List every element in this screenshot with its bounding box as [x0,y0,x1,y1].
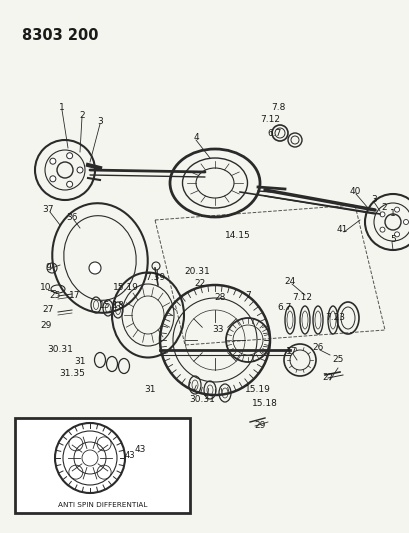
Text: 25: 25 [49,292,61,301]
Text: 15.18: 15.18 [252,399,277,408]
Text: 8303 200: 8303 200 [22,28,98,43]
Text: 30.31: 30.31 [189,395,214,405]
Text: 37: 37 [42,206,54,214]
Text: 25: 25 [332,356,343,365]
Text: 5: 5 [389,236,395,245]
Text: 6.7: 6.7 [267,128,281,138]
Circle shape [67,181,72,187]
Text: 14.15: 14.15 [225,230,250,239]
Text: 20.31: 20.31 [184,268,209,277]
Text: 27: 27 [42,305,54,314]
Text: 2: 2 [380,203,386,212]
Text: 15.19: 15.19 [245,385,270,394]
Circle shape [67,153,72,159]
Text: 33: 33 [212,326,223,335]
Text: 41: 41 [335,225,347,235]
Text: 7: 7 [245,290,250,300]
Text: 15.19: 15.19 [113,284,139,293]
Text: 9: 9 [45,263,51,272]
Text: 1: 1 [59,103,65,112]
Text: 29: 29 [40,320,52,329]
Text: 31: 31 [74,358,85,367]
Text: ANTI SPIN DIFFERENTIAL: ANTI SPIN DIFFERENTIAL [58,502,147,508]
Text: 17: 17 [69,290,81,300]
Text: 6.7: 6.7 [277,303,292,312]
Circle shape [77,167,83,173]
Text: 31: 31 [144,385,155,394]
Circle shape [402,220,407,224]
Circle shape [89,262,101,274]
Circle shape [393,232,398,237]
Circle shape [379,212,384,217]
Text: 43: 43 [124,450,135,459]
Text: 28: 28 [214,294,225,303]
Text: 7.12: 7.12 [291,294,311,303]
Text: 4: 4 [193,133,198,142]
Circle shape [50,158,56,164]
Text: 31.35: 31.35 [59,368,85,377]
Text: 7.23: 7.23 [324,313,344,322]
Text: 26: 26 [312,343,323,352]
Text: 15.18: 15.18 [99,301,125,310]
Text: 40: 40 [348,188,360,197]
Text: 17: 17 [285,348,297,357]
Text: 29: 29 [254,421,265,430]
Circle shape [393,207,398,212]
Text: 36: 36 [66,214,78,222]
Text: 1: 1 [389,208,395,217]
Text: 22: 22 [194,279,205,288]
Text: 2: 2 [79,110,85,119]
Text: 10: 10 [40,284,52,293]
Text: 7.12: 7.12 [259,116,279,125]
Text: 30.31: 30.31 [47,345,73,354]
Bar [15,418,189,513]
Text: 3: 3 [370,196,376,205]
Text: 7.8: 7.8 [270,103,285,112]
Text: 27: 27 [321,374,333,383]
Circle shape [50,176,56,182]
Text: 7.39: 7.39 [145,273,165,282]
Text: 24: 24 [284,278,295,287]
Text: 43: 43 [134,446,145,455]
Circle shape [379,227,384,232]
Text: 3: 3 [97,117,103,126]
